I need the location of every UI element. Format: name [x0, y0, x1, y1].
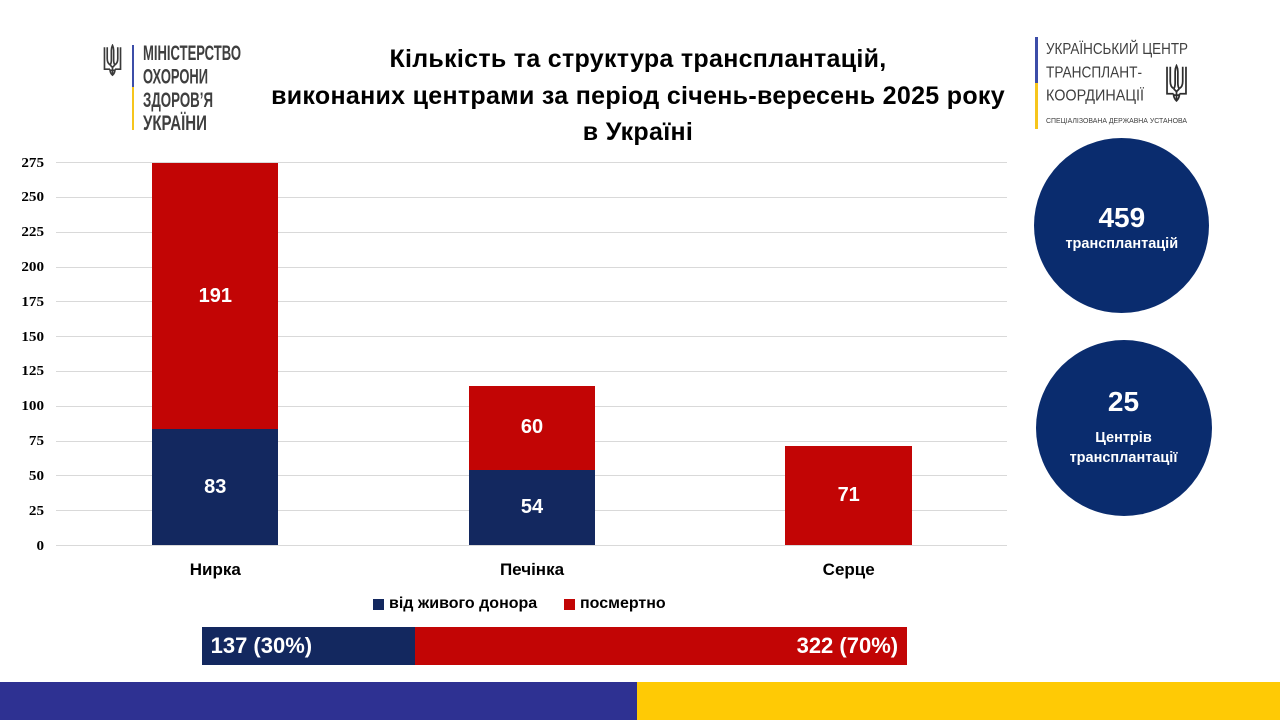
- svg-text:УКРАЇНИ: УКРАЇНИ: [143, 112, 207, 135]
- svg-text:ТРАНСПЛАНТ-: ТРАНСПЛАНТ-: [1046, 64, 1142, 81]
- svg-text:УКРАЇНСЬКИЙ ЦЕНТР: УКРАЇНСЬКИЙ ЦЕНТР: [1046, 39, 1188, 58]
- svg-text:ОХОРОНИ: ОХОРОНИ: [143, 65, 208, 88]
- svg-text:КООРДИНАЦІЇ: КООРДИНАЦІЇ: [1046, 87, 1144, 105]
- svg-text:МІНІСТЕРСТВО: МІНІСТЕРСТВО: [143, 42, 241, 65]
- svg-text:ЗДОРОВ’Я: ЗДОРОВ’Я: [143, 89, 213, 112]
- svg-text:СПЕЦІАЛІЗОВАНА ДЕРЖАВНА УСТАНО: СПЕЦІАЛІЗОВАНА ДЕРЖАВНА УСТАНОВА: [1046, 116, 1188, 125]
